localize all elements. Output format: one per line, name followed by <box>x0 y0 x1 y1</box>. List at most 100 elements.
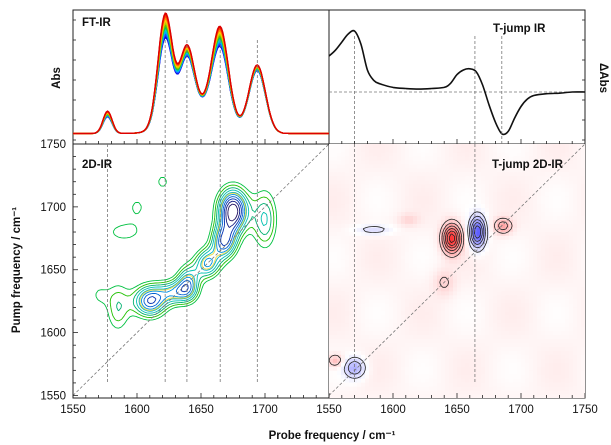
tjump-2dir-cell <box>553 207 558 212</box>
tjump-2dir-cell <box>425 374 430 379</box>
tjump-2dir-cell <box>417 227 422 232</box>
tjump-2dir-cell <box>545 239 550 244</box>
tjump-2dir-cell <box>561 290 566 296</box>
tjump-2dir-cell <box>333 159 338 165</box>
tjump-2dir-cell <box>373 191 378 197</box>
tjump-2dir-cell <box>525 231 530 236</box>
tjump-2dir-cell <box>529 199 534 205</box>
tjump-2dir-cell <box>369 278 374 284</box>
tjump-2dir-cell <box>545 334 550 339</box>
tjump-2dir-cell <box>513 179 518 185</box>
tjump-2dir-cell <box>541 191 546 197</box>
tjump-2dir-cell <box>353 298 358 304</box>
tjump-2dir-cell <box>373 362 378 367</box>
tjump-2dir-cell <box>405 366 410 371</box>
tjump-2dir-cell <box>489 271 494 276</box>
tjump-2dir-cell <box>441 302 446 308</box>
tjump-2dir-cell <box>421 179 426 185</box>
tjump-2dir-cell <box>345 278 350 284</box>
tjump-2dir-cell <box>537 370 542 375</box>
tjump-2dir-cell <box>341 386 346 391</box>
tjump-2dir-cell <box>545 167 550 173</box>
tjump-2dir-cell <box>489 219 494 224</box>
tjump-2dir-cell <box>401 211 406 216</box>
tjump-2dir-cell <box>413 274 418 280</box>
tjump-2dir-cell <box>513 322 518 328</box>
tjump-2dir-cell <box>477 215 482 220</box>
tjump-2dir-cell <box>545 394 550 398</box>
tjump-2dir-cell <box>557 370 562 375</box>
tjump-2dir-cell <box>557 274 562 280</box>
tjump-2dir-cell <box>581 298 585 304</box>
tjump-2dir-cell <box>493 306 498 312</box>
tjump-2dir-cell <box>533 378 538 383</box>
tjump-2dir-cell <box>521 227 526 232</box>
tjump-2dir-cell <box>489 207 494 212</box>
tjump-2dir-cell <box>377 354 382 359</box>
tjump-2dir-cell <box>333 219 338 224</box>
tjump-2dir-cell <box>489 231 494 236</box>
tjump-2dir-cell <box>449 290 454 296</box>
tjump-2dir-cell <box>381 171 386 177</box>
tjump-2dir-pos-contour-2 <box>441 221 509 254</box>
tjump-2dir-cell <box>513 147 518 153</box>
tjump-2dir-cell <box>449 187 454 193</box>
tjump-2dir-cell <box>377 306 382 312</box>
tjump-2dir-cell <box>509 151 514 157</box>
tjump-2dir-cell <box>561 183 566 189</box>
tjump-2dir-cell <box>429 263 434 268</box>
tjump-2dir-cell <box>373 350 378 355</box>
tjump-2dir-cell <box>581 310 585 316</box>
tjump-2dir-cell <box>373 259 378 264</box>
tjump-2dir-cell <box>505 386 510 391</box>
tjump-2dir-cell <box>417 278 422 284</box>
tjump-2dir-cell <box>537 171 542 177</box>
tjump-2dir-cell <box>533 350 538 355</box>
tjump-2dir-cell <box>421 235 426 240</box>
tjump-2dir-cell <box>449 167 454 173</box>
tjump-2dir-cell <box>365 219 370 224</box>
tjump-2dir-cell <box>465 203 470 208</box>
tjump-2dir-cell <box>385 255 390 260</box>
tjump-2dir-cell <box>549 390 554 395</box>
tjump-2dir-cell <box>349 247 354 252</box>
tjump-2dir-cell <box>429 243 434 248</box>
tjump-2dir-cell <box>453 322 458 328</box>
tjump-2dir-pos-contour-6 <box>449 233 455 244</box>
tjump-2dir-cell <box>361 390 366 395</box>
tjump-2dir-cell <box>377 342 382 347</box>
tjump-2dir-cell <box>381 314 386 320</box>
tjump-2dir-cell <box>581 183 585 189</box>
tjump-2dir-cell <box>497 159 502 165</box>
tjump-2dir-cell <box>365 334 370 339</box>
tjump-2dir-cell <box>493 207 498 212</box>
tjump-2dir-cell <box>509 144 514 149</box>
tjump-2dir-cell <box>341 342 346 347</box>
tjump-2dir-cell <box>525 318 530 324</box>
tjump-2dir-cell <box>397 179 402 185</box>
tjump-2dir-cell <box>401 394 406 398</box>
tjump-2dir-cell <box>377 330 382 335</box>
tjump-2dir-cell <box>357 263 362 268</box>
tjump-2dir-cell <box>457 199 462 205</box>
tjump-2dir-cell <box>365 338 370 343</box>
tjump-2dir-cell <box>517 267 522 272</box>
tjump-2dir-cell <box>345 382 350 387</box>
tjump-2dir-cell <box>349 243 354 248</box>
tjump-2dir-cell <box>561 163 566 169</box>
tjump-2dir-cell <box>345 271 350 276</box>
tjump-2dir-cell <box>453 159 458 165</box>
tjump-2dir-cell <box>485 255 490 260</box>
tjump-2dir-cell <box>537 306 542 312</box>
tjump-2dir-cell <box>381 322 386 328</box>
tjump-2dir-cell <box>413 215 418 220</box>
tjump-2dir-cell <box>501 191 506 197</box>
tjump-2dir-cell <box>365 187 370 193</box>
tjump-2dir-cell <box>333 366 338 371</box>
tjump-2dir-cell <box>405 370 410 375</box>
tjump-2dir-cell <box>393 306 398 312</box>
tjump-2dir-cell <box>437 251 442 256</box>
tjump-2dir-cell <box>469 207 474 212</box>
tjump-2dir-cell <box>425 187 430 193</box>
tjump-2dir-cell <box>557 255 562 260</box>
